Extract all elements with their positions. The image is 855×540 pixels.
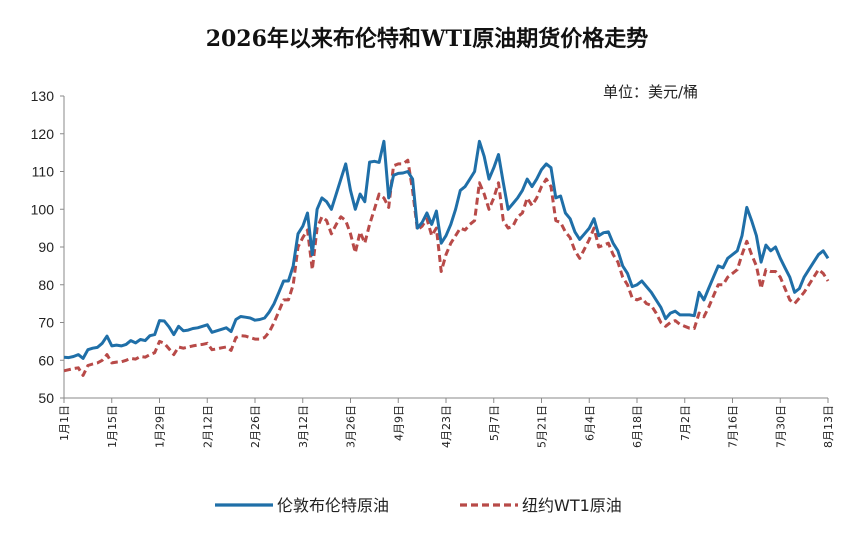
series-line-brent	[63, 139, 830, 360]
x-tick-label: 5月21日	[536, 405, 549, 448]
y-tick-label: 130	[31, 88, 55, 104]
x-tick-label: 2月12日	[201, 405, 214, 448]
y-axis-ticks: 50 60 70 80 90 100 110 120 130	[31, 88, 64, 406]
y-tick-label: 60	[38, 352, 54, 368]
x-tick-label: 2月26日	[249, 405, 262, 448]
legend-label-brent: 伦敦布伦特原油	[277, 496, 389, 515]
x-tick-label: 1月29日	[154, 405, 167, 448]
x-tick-label: 1月15日	[106, 405, 119, 448]
series-lines	[63, 139, 830, 377]
y-tick-label: 90	[38, 239, 54, 255]
x-tick-label: 6月18日	[631, 405, 644, 448]
x-tick-label: 4月9日	[392, 405, 405, 441]
x-tick-label: 3月12日	[297, 405, 310, 448]
legend-item-wti: 纽约WT1原油	[460, 496, 622, 515]
y-tick-label: 50	[38, 390, 54, 406]
x-tick-label: 7月16日	[727, 405, 740, 448]
x-tick-label: 7月30日	[774, 405, 787, 448]
chart-title: 2026年以来布伦特和WTI原油期货价格走势	[206, 26, 649, 52]
x-tick-label: 8月13日	[822, 405, 835, 448]
y-tick-label: 100	[31, 201, 55, 217]
legend-item-brent: 伦敦布伦特原油	[215, 496, 389, 515]
y-tick-label: 70	[38, 315, 54, 331]
x-tick-label: 7月2日	[679, 405, 692, 441]
x-tick-label: 4月23日	[440, 405, 453, 448]
x-axis-ticks: 1月1日 1月15日 1月29日 2月12日 2月26日 3月12日 3月26日 4月9日 4月…	[58, 398, 835, 448]
legend-label-wti: 纽约WT1原油	[522, 496, 622, 515]
x-tick-label: 1月1日	[58, 405, 71, 441]
x-tick-label: 3月26日	[345, 405, 358, 448]
y-tick-label: 120	[31, 126, 55, 142]
y-tick-label: 80	[38, 277, 54, 293]
y-tick-label: 110	[32, 164, 55, 180]
x-tick-label: 5月7日	[488, 405, 501, 441]
unit-label: 单位：美元/桶	[603, 83, 698, 101]
legend: 伦敦布伦特原油 纽约WT1原油	[215, 496, 622, 515]
series-line-wti	[63, 158, 830, 377]
x-tick-label: 6月4日	[583, 405, 596, 441]
